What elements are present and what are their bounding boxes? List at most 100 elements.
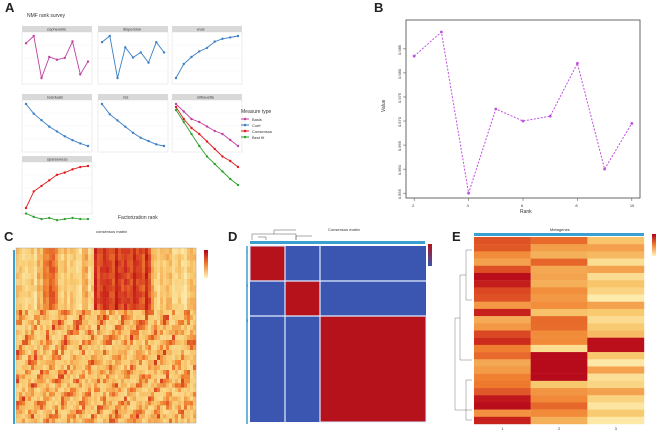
heatmap-cell <box>73 310 77 316</box>
heatmap-cell <box>157 330 161 336</box>
heatmap-cell <box>55 409 59 415</box>
heatmap-cell <box>109 418 113 424</box>
heatmap-cell <box>181 350 185 356</box>
heatmap-cell <box>157 260 161 267</box>
heatmap-cell <box>148 320 152 326</box>
heatmap-cell <box>154 325 158 331</box>
heatmap-cell <box>67 396 71 402</box>
facet-point <box>229 159 232 163</box>
heatmap-cell <box>112 340 116 346</box>
heatmap-cell <box>178 387 182 393</box>
heatmap-cell <box>133 396 137 402</box>
heatmap-cell <box>130 350 134 356</box>
heatmap-cell <box>187 285 191 292</box>
heatmap-cell <box>166 387 170 393</box>
heatmap-cell <box>124 414 128 419</box>
heatmap-cell <box>28 392 32 397</box>
heatmap-cell <box>28 291 32 298</box>
facet-point <box>190 117 193 121</box>
heatmap-cell <box>100 272 104 280</box>
heatmap-cell <box>73 260 77 267</box>
heatmap-cell <box>160 396 164 402</box>
metagene-cell <box>587 380 645 389</box>
heatmap-cell <box>19 330 23 336</box>
heatmap-cell <box>130 378 134 384</box>
heatmap-cell <box>37 360 41 366</box>
heatmap-cell <box>79 272 83 280</box>
heatmap-cell <box>184 310 188 316</box>
heatmap-cell <box>109 297 113 304</box>
heatmap-cell <box>37 266 41 273</box>
heatmap-cell <box>97 355 101 361</box>
heatmap-cell <box>34 325 38 331</box>
heatmap-cell <box>40 387 44 393</box>
heatmap-cell <box>58 396 62 402</box>
heatmap-cell <box>37 325 41 331</box>
heatmap-cell <box>166 297 170 304</box>
heatmap-cell <box>19 266 23 273</box>
metagene-cell <box>587 373 645 382</box>
heatmap-cell <box>40 418 44 424</box>
heatmap-cell <box>109 248 113 255</box>
metagene-cell <box>587 323 645 331</box>
heatmap-cell <box>22 248 26 255</box>
heatmap-cell <box>61 248 65 255</box>
heatmap-cell <box>79 325 83 331</box>
heatmap-cell <box>166 345 170 351</box>
panel-a-title: NMF rank survey <box>27 13 66 19</box>
heatmap-cell <box>28 340 32 346</box>
heatmap-cell <box>19 315 23 321</box>
heatmap-cell <box>121 260 125 267</box>
heatmap-cell <box>121 360 125 366</box>
heatmap-cell <box>64 405 68 410</box>
facet-point <box>131 131 135 135</box>
heatmap-cell <box>34 418 38 424</box>
heatmap-cell <box>46 409 50 415</box>
heatmap-cell <box>151 414 155 419</box>
heatmap-cell <box>64 383 68 388</box>
heatmap-cell <box>193 378 197 384</box>
heatmap-cell <box>94 254 98 261</box>
heatmap-cell <box>25 303 29 311</box>
heatmap-cell <box>130 383 134 388</box>
heatmap-cell <box>31 248 35 255</box>
heatmap-cell <box>139 374 143 380</box>
metagene-cell <box>474 272 531 281</box>
heatmap-cell <box>46 248 50 255</box>
heatmap-cell <box>34 405 38 410</box>
heatmap-cell <box>127 340 131 346</box>
heatmap-cell <box>67 392 71 397</box>
heatmap-cell <box>64 315 68 321</box>
heatmap-cell <box>76 325 80 331</box>
heatmap-cell <box>94 414 98 419</box>
heatmap-cell <box>34 335 38 341</box>
heatmap-cell <box>31 260 35 267</box>
facet-point <box>221 155 224 158</box>
metagene-cell <box>474 359 531 367</box>
heatmap-cell <box>178 285 182 292</box>
facet-point <box>48 216 51 220</box>
heatmap-cell <box>91 297 95 304</box>
heatmap-cell <box>64 365 68 371</box>
heatmap-cell <box>85 285 89 292</box>
heatmap-cell <box>121 303 125 311</box>
heatmap-cell <box>100 360 104 366</box>
heatmap-cell <box>157 320 161 326</box>
heatmap-cell <box>94 330 98 336</box>
heatmap-cell <box>130 320 134 326</box>
heatmap-cell <box>82 320 86 326</box>
heatmap-cell <box>109 383 113 388</box>
heatmap-cell <box>130 360 134 366</box>
heatmap-cell <box>169 400 173 406</box>
heatmap-cell <box>181 396 185 402</box>
heatmap-cell <box>79 310 83 316</box>
heatmap-cell <box>163 409 167 415</box>
heatmap-cell <box>67 350 71 356</box>
heatmap-cell <box>28 355 32 361</box>
facet-point <box>162 51 166 54</box>
heatmap-cell <box>142 315 146 321</box>
metagene-cell <box>474 402 531 410</box>
heatmap-cell <box>190 370 194 375</box>
heatmap-cell <box>172 310 176 316</box>
heatmap-cell <box>61 374 65 380</box>
